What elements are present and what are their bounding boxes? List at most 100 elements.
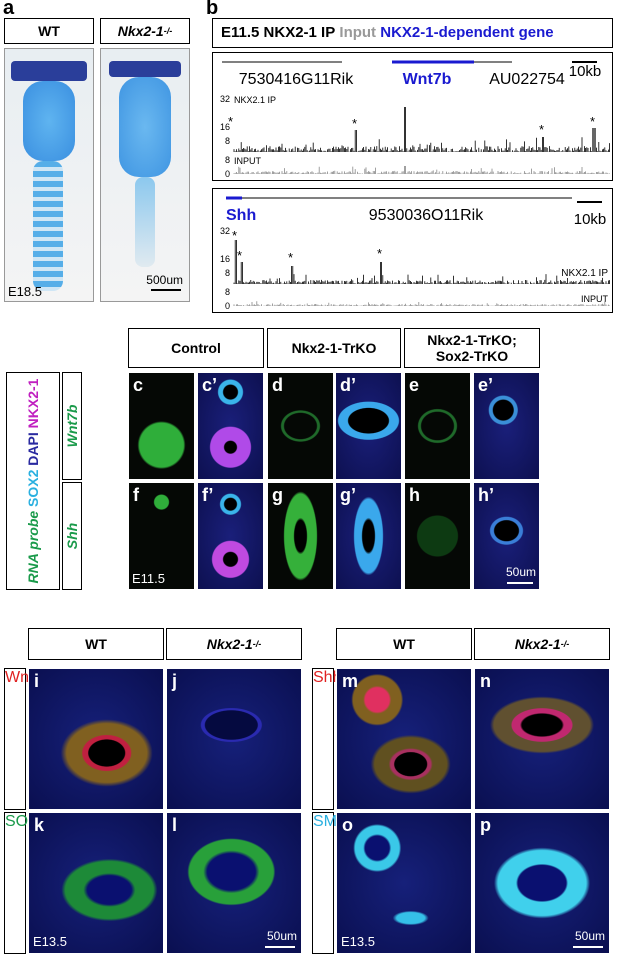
scale-label: 50um bbox=[574, 929, 605, 943]
panel-letter: m bbox=[342, 671, 359, 691]
col-header: Nkx2-1 -/- bbox=[474, 628, 610, 660]
panel-letter: n bbox=[480, 671, 491, 691]
row-label: Wnt7b/Axin2 bbox=[5, 669, 96, 687]
row-label-part: Shh bbox=[313, 669, 342, 686]
micrograph: g bbox=[267, 482, 334, 590]
micrograph: k E13.5 bbox=[28, 812, 164, 954]
panel-letter: f bbox=[133, 485, 139, 505]
header-sup: -/- bbox=[252, 639, 262, 649]
header-sup: -/- bbox=[163, 26, 173, 36]
row-label-box: SOX9 bbox=[4, 812, 48, 954]
stain bbox=[33, 161, 63, 291]
header-text: Nkx2-1 bbox=[117, 23, 164, 39]
stage-label: E11.5 bbox=[132, 571, 166, 586]
panel-letter: h’ bbox=[478, 485, 494, 505]
tick-label: 8 bbox=[225, 287, 230, 297]
stain bbox=[11, 61, 87, 81]
micrograph: e bbox=[404, 372, 471, 480]
micrograph: d’ bbox=[335, 372, 402, 480]
label-rna: RNA probe bbox=[25, 510, 41, 584]
row-label: SOX9 bbox=[5, 813, 48, 831]
tick-label: 16 bbox=[220, 122, 230, 132]
row-label-box: Shh/Ptch1 bbox=[312, 668, 387, 810]
micrograph: i bbox=[28, 668, 164, 810]
legend-ip: E11.5 NKX2-1 IP bbox=[221, 24, 336, 41]
panel-letter: c’ bbox=[202, 375, 218, 395]
row-gene: Shh bbox=[64, 522, 80, 550]
panel-letter: d bbox=[272, 375, 283, 395]
label-sox2: SOX2 bbox=[25, 469, 41, 507]
micrograph: h’ 50um bbox=[473, 482, 540, 590]
micrograph: d bbox=[267, 372, 334, 480]
panel-letter: i bbox=[34, 671, 40, 691]
micrograph: g’ bbox=[335, 482, 402, 590]
track-label: NKX2.1 IP bbox=[234, 95, 276, 105]
coverage bbox=[233, 107, 610, 152]
row-label-box: Wnt7b bbox=[62, 372, 82, 480]
track-label: INPUT bbox=[581, 294, 609, 304]
panel-letter: e bbox=[409, 375, 420, 395]
panel-letter: k bbox=[34, 815, 45, 835]
stain bbox=[119, 77, 171, 177]
gene-label: Shh bbox=[226, 207, 256, 224]
track-label: INPUT bbox=[234, 156, 262, 166]
row-label-box: RNA probe SOX2 DAPI NKX2-1 bbox=[6, 372, 60, 590]
header-text: WT bbox=[85, 636, 107, 652]
header-text: Nkx2-1 bbox=[514, 636, 561, 652]
panel-letter: b bbox=[206, 0, 219, 19]
tracks: 7530416G11Rik Wnt7b AU022754 10kb NKX2.1… bbox=[212, 52, 613, 313]
row-label: RNA probe SOX2 DAPI NKX2-1 bbox=[25, 379, 41, 584]
tick-label: 8 bbox=[225, 155, 230, 165]
track-box bbox=[212, 52, 613, 181]
skeleton-image: 500um bbox=[100, 48, 190, 302]
tick-label: 32 bbox=[220, 226, 230, 236]
label-nkx: NKX2-1 bbox=[25, 378, 41, 429]
micrograph: l 50um bbox=[166, 812, 302, 954]
panel-letter: p bbox=[480, 815, 491, 835]
track-label: NKX2.1 IP bbox=[561, 268, 608, 279]
peak-mark: * bbox=[288, 250, 293, 265]
label-dapi: DAPI bbox=[25, 432, 41, 466]
row-label: SMA bbox=[313, 813, 348, 831]
scale-label: 10kb bbox=[569, 63, 602, 80]
row-gene: Wnt7b bbox=[64, 404, 80, 448]
coverage bbox=[233, 301, 610, 306]
micrograph: j bbox=[166, 668, 302, 810]
panel-letter: h bbox=[409, 485, 420, 505]
coverage-tracks bbox=[233, 107, 610, 306]
scale-label: 50um bbox=[505, 565, 536, 579]
tick-label: 8 bbox=[225, 268, 230, 278]
legend-gene: NKX2-1-dependent gene bbox=[380, 24, 554, 41]
legend-box: E11.5 NKX2-1 IP Input NKX2-1-dependent g… bbox=[212, 18, 613, 48]
gene-label: 9530036O11Rik bbox=[369, 207, 484, 224]
header-text: Nkx2-1-TrKO; bbox=[427, 332, 517, 348]
panel-letter: g bbox=[272, 485, 283, 505]
stage-label: E13.5 bbox=[341, 934, 375, 949]
micrograph: f E11.5 bbox=[128, 482, 195, 590]
stain bbox=[109, 61, 181, 77]
coverage bbox=[233, 166, 610, 174]
col-header: Control bbox=[128, 328, 264, 368]
header-text: Nkx2-1-TrKO bbox=[291, 340, 377, 356]
scale-bar bbox=[151, 289, 181, 291]
header-text: WT bbox=[393, 636, 415, 652]
micrograph: p 50um bbox=[474, 812, 610, 954]
tick-label: 32 bbox=[220, 94, 230, 104]
row-label: Shh/Ptch1 bbox=[313, 669, 387, 687]
micrograph: o E13.5 bbox=[336, 812, 472, 954]
panel-letter: l bbox=[172, 815, 178, 835]
row-label-box: SMA bbox=[312, 812, 348, 954]
peak-mark: * bbox=[539, 122, 544, 137]
scale-bar bbox=[507, 582, 533, 584]
skeleton-image: E18.5 bbox=[4, 48, 94, 302]
tick-label: 8 bbox=[225, 136, 230, 146]
gene-label: 7530416G11Rik bbox=[239, 71, 354, 88]
peak-mark: * bbox=[377, 246, 382, 261]
header-sup: -/- bbox=[560, 639, 570, 649]
col-header: WT bbox=[28, 628, 164, 660]
stage-label: E13.5 bbox=[33, 934, 67, 949]
micrograph: e’ bbox=[473, 372, 540, 480]
peak-mark: * bbox=[232, 228, 237, 243]
header-text: Nkx2-1 bbox=[206, 636, 253, 652]
